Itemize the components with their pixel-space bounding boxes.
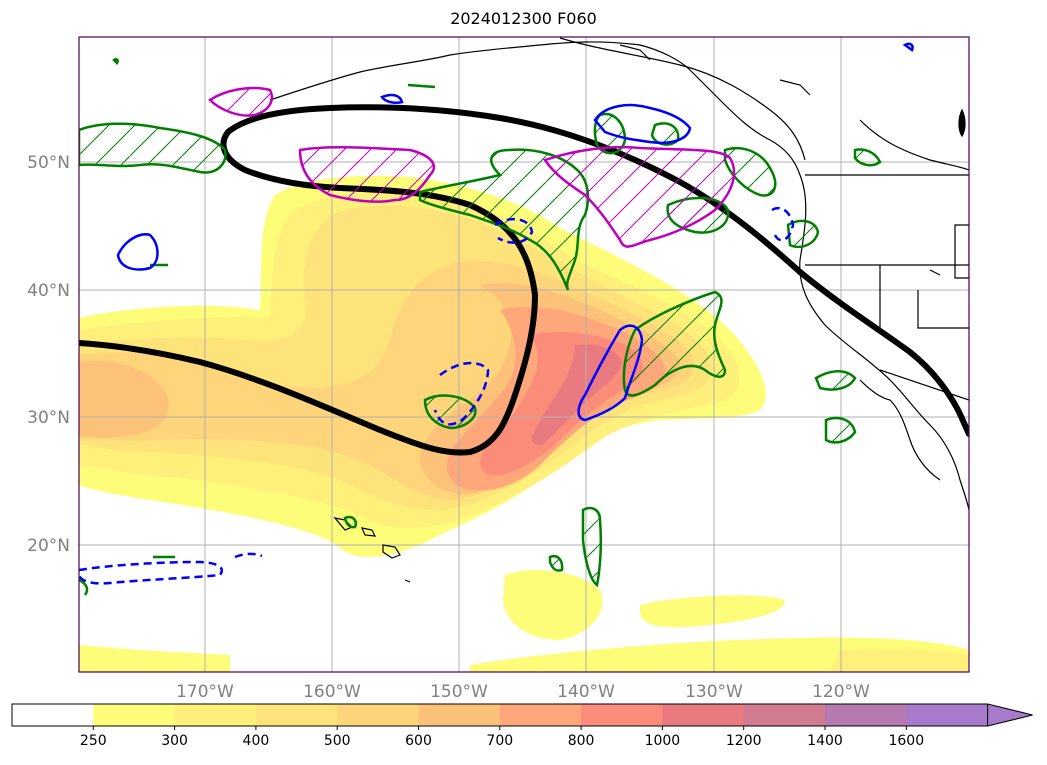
- colorbar-swatch: [337, 704, 420, 726]
- lon-labels: 170°W 160°W 150°W 140°W 130°W 120°W: [176, 682, 870, 702]
- lat-label-50n: 50°N: [27, 153, 70, 173]
- colorbar-tick-label: 300: [161, 733, 188, 749]
- blue-contours: [79, 42, 914, 585]
- lon-label-160w: 160°W: [303, 682, 361, 702]
- colorbar-swatch: [662, 704, 745, 726]
- lat-labels: 50°N 40°N 30°N 20°N: [27, 153, 70, 556]
- lon-label-150w: 150°W: [430, 682, 488, 702]
- map-title: 2024012300 F060: [450, 9, 597, 28]
- colorbar-tick-label: 600: [405, 733, 432, 749]
- lon-label-140w: 140°W: [557, 682, 615, 702]
- map-area: [79, 37, 969, 672]
- colorbar-tick-label: 400: [243, 733, 270, 749]
- colorbar-extend-arrow: [987, 703, 1033, 727]
- lon-label-130w: 130°W: [685, 682, 743, 702]
- colorbar-swatch: [825, 704, 907, 726]
- colorbar-tick-label: 1200: [726, 733, 762, 749]
- colorbar-swatch: [174, 704, 257, 726]
- colorbar-swatch: [93, 704, 176, 726]
- lon-label-120w: 120°W: [812, 682, 870, 702]
- colorbar-swatch: [906, 704, 989, 726]
- colorbar-swatch: [255, 704, 338, 726]
- black-contour: [79, 104, 969, 456]
- colorbar-tick-label: 250: [80, 733, 107, 749]
- magenta-contours: [208, 86, 736, 248]
- colorbar-swatch: [581, 704, 663, 726]
- colorbar-tick-label: 800: [568, 733, 595, 749]
- lat-label-20n: 20°N: [27, 536, 70, 556]
- colorbar-tick-label: 500: [324, 733, 351, 749]
- colorbar-swatch: [12, 704, 94, 726]
- colorbar-swatch: [499, 704, 582, 726]
- colorbar-tick-label: 700: [486, 733, 513, 749]
- colorbar-tick-label: 1400: [807, 733, 843, 749]
- lat-label-30n: 30°N: [27, 408, 70, 428]
- colorbar: 250 300 400 500 600 700 800 1000 1200 1400 1600: [11, 703, 1033, 749]
- colorbar-tick-label: 1000: [645, 733, 681, 749]
- colorbar-swatch: [743, 704, 826, 726]
- colorbar-swatch: [418, 704, 501, 726]
- lat-label-40n: 40°N: [27, 281, 70, 301]
- lon-label-170w: 170°W: [176, 682, 234, 702]
- coastlines: [269, 37, 969, 583]
- ivt-shading: [79, 175, 969, 672]
- colorbar-tick-label: 1600: [888, 733, 924, 749]
- map-frame: [78, 36, 970, 673]
